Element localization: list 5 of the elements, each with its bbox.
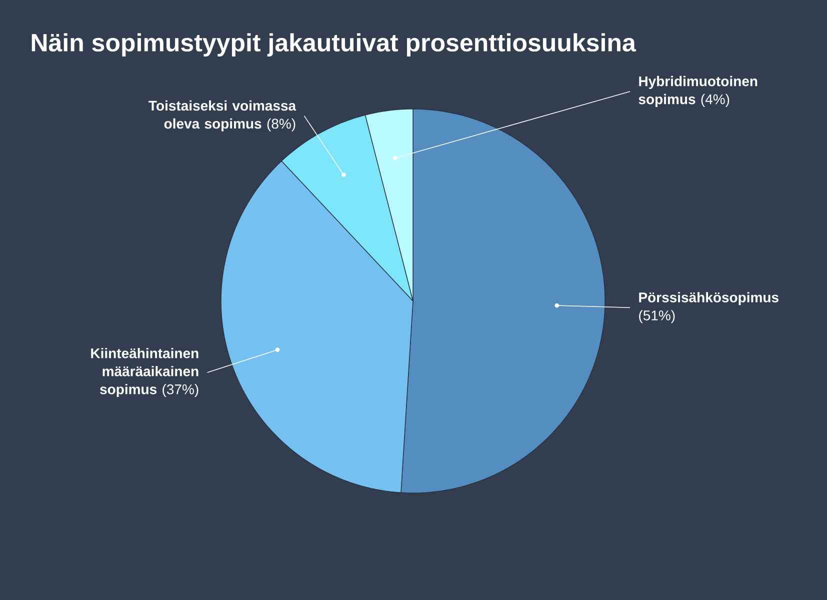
slice-label: Pörssisähkösopimus (51%) [639,292,778,324]
chart-title: Näin sopimustyypit jakautuivat prosenttiosuuksina [32,33,636,56]
slice-label: Hybridimuotoinen sopimus (4%) [638,76,758,107]
slice-label: Toistaiseksi voimassa oleva sopimus (8%) [148,100,296,132]
slice-label: Kiinteähintainen määräaikainen sopimus (37%) [91,348,198,398]
